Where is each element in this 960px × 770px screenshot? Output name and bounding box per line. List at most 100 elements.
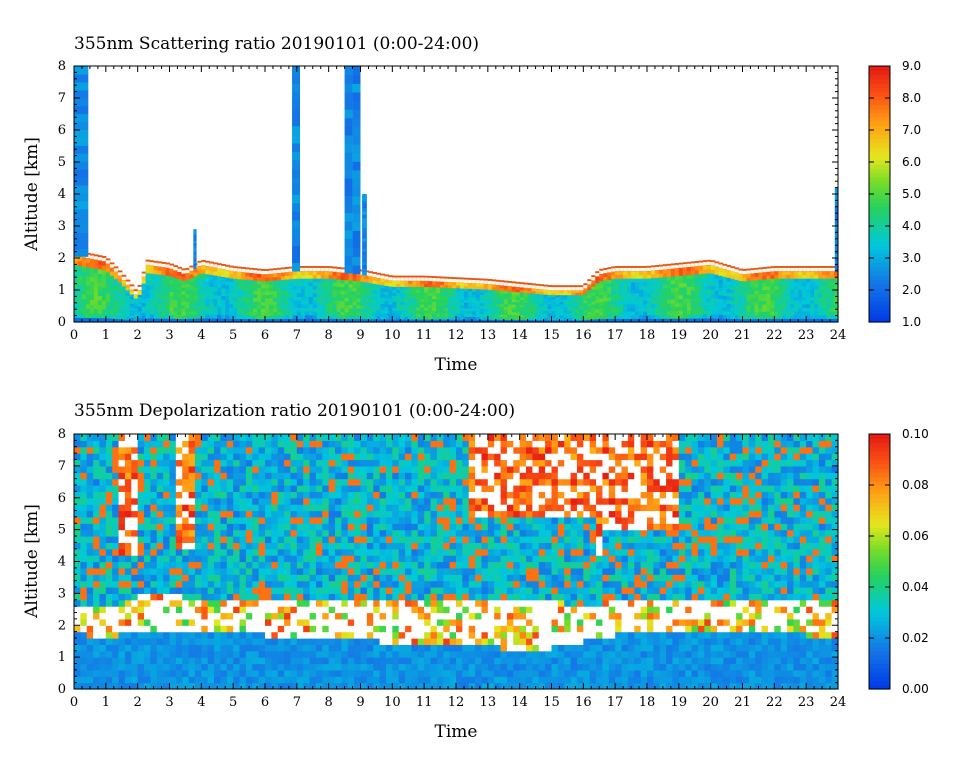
heatmap-cell xyxy=(332,318,338,323)
heatmap-cell xyxy=(175,440,183,448)
heatmap-cell xyxy=(491,295,497,299)
heatmap-cell xyxy=(432,292,437,297)
heatmap-cell xyxy=(252,587,260,594)
heatmap-cell xyxy=(710,313,716,319)
heatmap-cell xyxy=(814,303,819,308)
heatmap-cell xyxy=(201,285,206,290)
heatmap-cell xyxy=(400,280,405,284)
heatmap-cell xyxy=(252,669,260,677)
heatmap-cell xyxy=(277,434,285,441)
heatmap-cell xyxy=(181,273,187,278)
heatmap-cell xyxy=(93,472,101,480)
heatmap-cell xyxy=(93,612,101,620)
heatmap-cell xyxy=(710,305,716,311)
heatmap-cell xyxy=(245,459,253,467)
heatmap-cell xyxy=(188,440,196,448)
heatmap-cell xyxy=(475,299,481,304)
heatmap-cell xyxy=(209,270,214,275)
heatmap-cell xyxy=(475,319,481,323)
heatmap-cell xyxy=(463,302,469,306)
colorbar-segment xyxy=(869,78,890,84)
heatmap-cell xyxy=(762,293,767,298)
heatmap-cell xyxy=(424,295,429,299)
heatmap-cell xyxy=(221,265,226,270)
heatmap-cell xyxy=(495,297,501,302)
heatmap-cell xyxy=(268,308,274,313)
heatmap-cell xyxy=(214,676,222,684)
heatmap-cell xyxy=(674,283,680,288)
heatmap-cell xyxy=(163,491,171,499)
heatmap-cell xyxy=(105,669,113,677)
heatmap-cell xyxy=(694,301,700,307)
heatmap-cell xyxy=(551,310,557,314)
heatmap-cell xyxy=(388,277,393,281)
heatmap-cell xyxy=(201,567,209,575)
heatmap-cell xyxy=(245,548,253,556)
heatmap-cell xyxy=(175,599,183,607)
heatmap-cell xyxy=(74,504,81,512)
heatmap-cell xyxy=(424,313,429,317)
heatmap-cell xyxy=(284,618,292,626)
heatmap-cell xyxy=(559,303,565,307)
heatmap-cell xyxy=(118,625,126,633)
heatmap-cell xyxy=(436,319,441,323)
heatmap-cell xyxy=(483,316,489,320)
heatmap-cell xyxy=(185,293,190,298)
heatmap-cell xyxy=(539,317,545,321)
heatmap-cell xyxy=(233,314,238,319)
heatmap-cell xyxy=(175,606,183,614)
heatmap-cell xyxy=(499,311,505,315)
heatmap-cell xyxy=(603,283,608,288)
heatmap-cell xyxy=(197,313,202,319)
heatmap-cell xyxy=(118,618,126,626)
heatmap-cell xyxy=(109,286,115,292)
heatmap-cell xyxy=(175,644,183,652)
heatmap-cell xyxy=(74,302,79,309)
colorbar-segment xyxy=(869,181,890,187)
heatmap-cell xyxy=(233,510,241,518)
heatmap-cell xyxy=(519,319,525,323)
heatmap-cell xyxy=(276,318,282,323)
heatmap-cell xyxy=(615,318,620,323)
heatmap-cell xyxy=(188,510,196,518)
heatmap-cell xyxy=(666,291,672,296)
heatmap-cell xyxy=(156,580,164,588)
heatmap-cell xyxy=(519,312,525,316)
heatmap-cell xyxy=(340,300,346,305)
heatmap-cell xyxy=(113,285,119,290)
heatmap-cell xyxy=(173,273,179,279)
heatmap-cell xyxy=(718,267,724,272)
heatmap-cell xyxy=(344,117,353,127)
heatmap-cell xyxy=(288,282,294,287)
heatmap-cell xyxy=(774,307,779,312)
heatmap-cell xyxy=(169,272,175,277)
heatmap-cell xyxy=(217,291,222,296)
heatmap-cell xyxy=(487,308,493,312)
heatmap-cell xyxy=(80,669,88,677)
colorbar-segment xyxy=(869,176,890,182)
heatmap-cell xyxy=(408,292,413,296)
heatmap-cell xyxy=(157,298,163,303)
heatmap-cell xyxy=(93,485,101,492)
heatmap-cell xyxy=(742,270,748,275)
heatmap-cell xyxy=(229,281,234,286)
heatmap-cell xyxy=(567,296,572,300)
heatmap-cell xyxy=(619,307,624,312)
heatmap-cell xyxy=(133,310,139,313)
heatmap-cell xyxy=(654,292,660,297)
heatmap-cell xyxy=(280,289,286,295)
heatmap-cell xyxy=(643,292,648,297)
heatmap-cell xyxy=(607,300,612,305)
heatmap-cell xyxy=(163,497,171,505)
heatmap-cell xyxy=(80,536,88,543)
heatmap-cell xyxy=(579,306,584,309)
heatmap-cell xyxy=(404,283,409,287)
heatmap-cell xyxy=(144,606,151,614)
heatmap-cell xyxy=(830,267,835,272)
heatmap-cell xyxy=(153,281,159,287)
colorbar-segment xyxy=(869,309,890,315)
heatmap-cell xyxy=(169,612,177,620)
heatmap-cell xyxy=(271,459,279,467)
heatmap-cell xyxy=(239,478,247,486)
heatmap-cell xyxy=(129,298,135,302)
